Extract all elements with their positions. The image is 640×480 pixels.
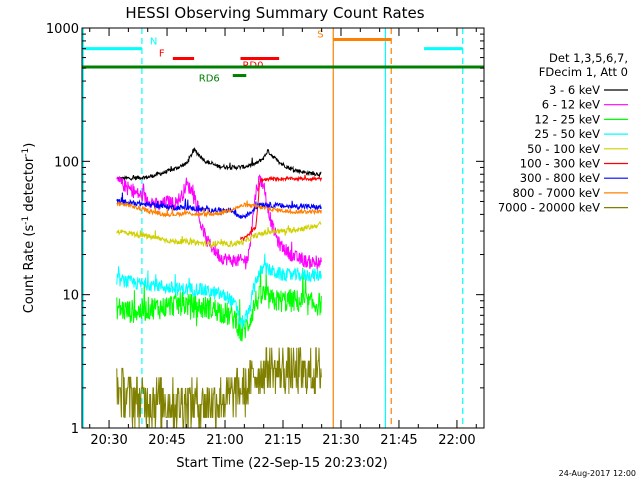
series-line-6 <box>240 174 323 242</box>
y-tick-label-3: 100 <box>54 155 79 170</box>
event-label-rd6: RD6 <box>199 74 220 85</box>
x-axis: 20:30 20:45 21:00 21:15 21:30 21:45 22:00 <box>89 28 477 448</box>
legend-label-9: 7000 - 20000 keV <box>498 201 600 215</box>
series-line-8 <box>116 200 322 218</box>
series-line-2 <box>116 173 322 270</box>
x-tick-label-4: 21:15 <box>264 433 301 448</box>
legend-label-4: 25 - 50 keV <box>534 127 600 141</box>
event-label-s: S <box>317 29 323 40</box>
x-tick-label-2: 20:45 <box>148 433 185 448</box>
legend-label-5: 50 - 100 keV <box>527 142 600 156</box>
x-tick-label-3: 21:00 <box>206 433 243 448</box>
series-line-1 <box>116 146 322 182</box>
legend: Det 1,3,5,6,7, FDecim 1, Att 0 3 - 6 keV… <box>498 51 628 215</box>
legend-label-3: 12 - 25 keV <box>534 112 600 126</box>
x-tick-label-1: 20:30 <box>90 433 127 448</box>
y-tick-label-2: 10 <box>62 289 79 304</box>
legend-label-6: 100 - 300 keV <box>520 157 600 171</box>
series-line-4 <box>116 253 322 329</box>
x-tick-label-5: 21:30 <box>322 433 359 448</box>
legend-label-7: 300 - 800 keV <box>520 171 600 185</box>
x-tick-label-6: 21:45 <box>380 433 417 448</box>
legend-header-detectors: Det 1,3,5,6,7, <box>549 51 628 65</box>
y-axis-label: Count Rate (s-1 detector-1) <box>21 143 37 314</box>
x-tick-label-7: 22:00 <box>438 433 475 448</box>
x-axis-label: Start Time (22-Sep-15 20:23:02) <box>176 456 387 471</box>
legend-header-decimation: FDecim 1, Att 0 <box>539 65 628 79</box>
y-tick-label-1: 1 <box>71 422 79 437</box>
series-line-9 <box>116 347 322 429</box>
legend-label-2: 6 - 12 keV <box>542 98 600 112</box>
series-line-3 <box>116 266 322 342</box>
timestamp: 24-Aug-2017 12:00 <box>559 469 636 478</box>
series-line-7 <box>116 192 322 220</box>
chart-title: HESSI Observing Summary Count Rates <box>125 4 424 22</box>
event-label-n: N <box>150 37 157 48</box>
legend-label-8: 800 - 7000 keV <box>512 186 600 200</box>
y-tick-label-4: 1000 <box>46 22 79 37</box>
plot-area: NFRD0RD6S <box>82 28 484 429</box>
y-axis: 1 10 100 1000 <box>46 22 484 437</box>
series-line-5 <box>116 220 322 249</box>
legend-label-1: 3 - 6 keV <box>549 83 600 97</box>
event-label-f: F <box>159 49 165 60</box>
